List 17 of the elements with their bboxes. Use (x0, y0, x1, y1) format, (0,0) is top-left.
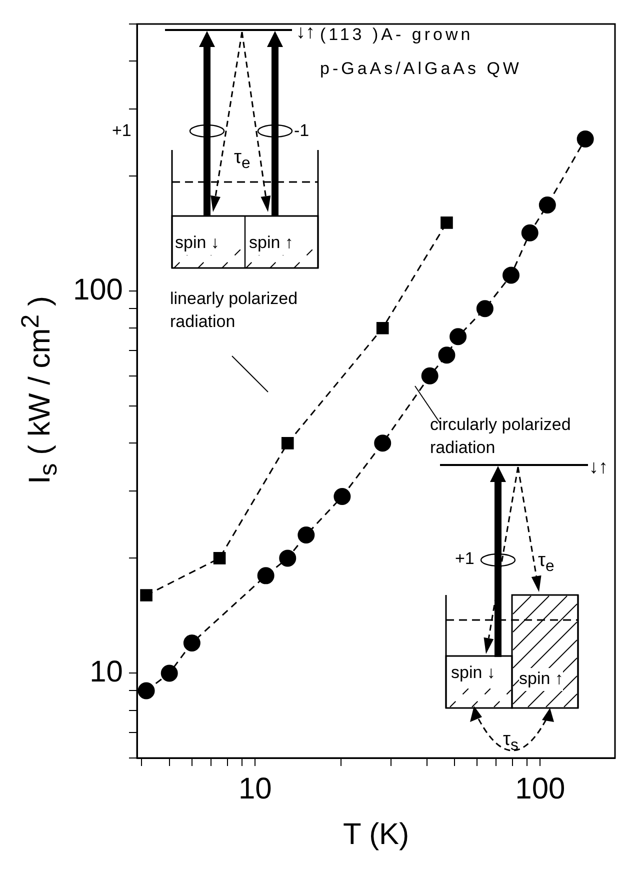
annotation: τ$_{s}$ (503, 728, 518, 756)
annotation: τ$_{e}$ (234, 146, 250, 174)
x-axis-title: T (K) (342, 818, 410, 852)
annotation: spin ↑ (249, 232, 294, 255)
annotation: spin ↑ (519, 668, 564, 691)
annotation: +1 (455, 548, 474, 570)
annotation: p-GaAs/AlGaAs QW (320, 58, 522, 80)
annotation: spin ↓ (175, 232, 220, 255)
annotation: τ$_{e}$ (538, 549, 554, 577)
annotation: linearly polarized radiation (170, 288, 299, 333)
annotation: -1 (294, 120, 310, 142)
annotation: (113 )A- grown (320, 24, 474, 46)
text: +1 (112, 120, 132, 142)
annotation: circularly polarized radiation (430, 415, 571, 457)
annotation: spin ↓ (451, 662, 496, 685)
annotation: ↓↑ (589, 456, 608, 480)
annotation: ↓↑ (296, 21, 315, 45)
